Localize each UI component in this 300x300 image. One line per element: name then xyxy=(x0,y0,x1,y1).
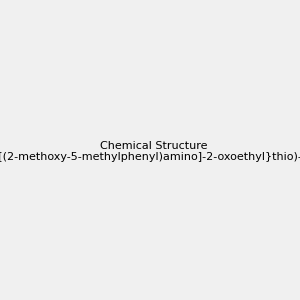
Text: Chemical Structure
N-(2-furylmethyl)-4-[2-({2-[(2-methoxy-5-methylphenyl)amino]-: Chemical Structure N-(2-furylmethyl)-4-[… xyxy=(0,141,300,162)
